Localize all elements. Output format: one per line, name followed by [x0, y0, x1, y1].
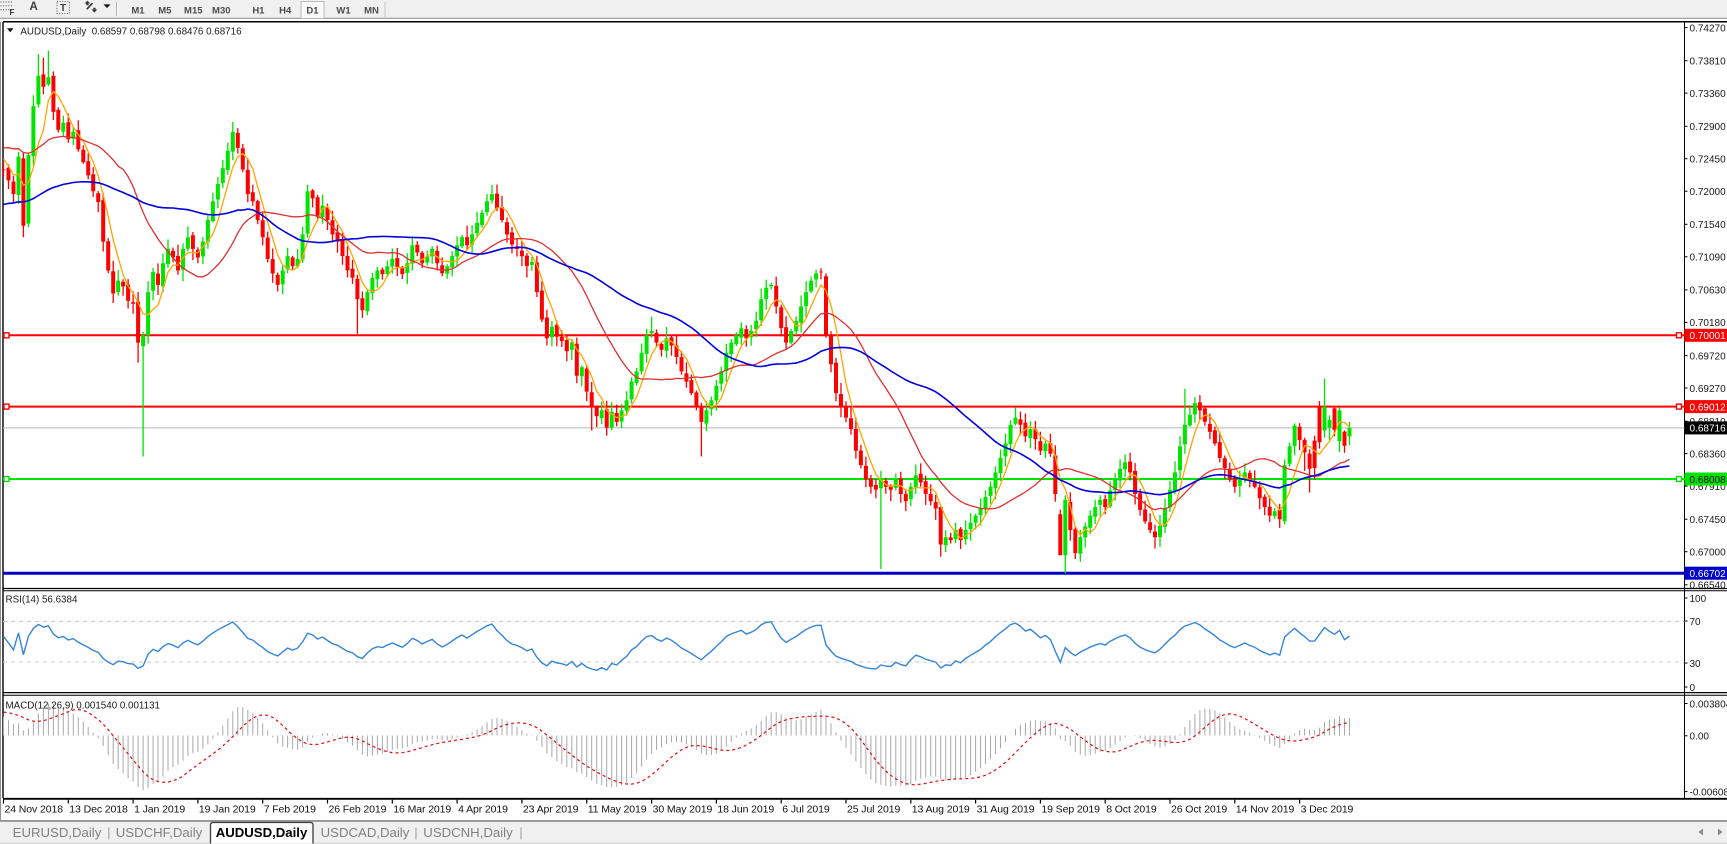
svg-text:31 Aug 2019: 31 Aug 2019 — [977, 804, 1035, 816]
svg-text:F: F — [10, 8, 15, 17]
svg-text:0.72450: 0.72450 — [1690, 155, 1727, 166]
svg-text:30: 30 — [1690, 659, 1702, 670]
svg-text:|: | — [414, 825, 417, 840]
svg-text:6 Jul 2019: 6 Jul 2019 — [782, 804, 830, 816]
svg-text:23 Apr 2019: 23 Apr 2019 — [523, 804, 579, 816]
svg-text:M1: M1 — [131, 6, 145, 17]
svg-text:M15: M15 — [184, 6, 203, 17]
svg-text:H4: H4 — [279, 6, 292, 17]
svg-text:W1: W1 — [336, 6, 351, 17]
svg-text:0.67450: 0.67450 — [1690, 515, 1727, 526]
svg-text:13 Aug 2019: 13 Aug 2019 — [912, 804, 970, 816]
svg-text:M5: M5 — [158, 6, 172, 17]
svg-text:|: | — [519, 825, 522, 840]
svg-text:26 Oct 2019: 26 Oct 2019 — [1171, 804, 1227, 816]
svg-text:USDCNH,Daily: USDCNH,Daily — [423, 825, 513, 840]
svg-text:-0.006087: -0.006087 — [1690, 787, 1727, 798]
svg-text:0.68360: 0.68360 — [1690, 449, 1727, 460]
svg-text:0.68716: 0.68716 — [1690, 424, 1727, 435]
svg-text:7 Feb 2019: 7 Feb 2019 — [264, 804, 316, 816]
svg-text:USDCAD,Daily: USDCAD,Daily — [321, 825, 410, 840]
svg-text:0.72000: 0.72000 — [1690, 187, 1727, 198]
svg-text:0: 0 — [1690, 683, 1696, 694]
svg-text:26 Feb 2019: 26 Feb 2019 — [329, 804, 387, 816]
svg-text:0.68008: 0.68008 — [1690, 475, 1727, 486]
svg-text:0.69012: 0.69012 — [1690, 402, 1727, 413]
svg-text:A: A — [30, 1, 38, 13]
svg-text:MN: MN — [364, 6, 379, 17]
svg-text:M30: M30 — [212, 6, 230, 17]
svg-text:0.66540: 0.66540 — [1690, 581, 1727, 592]
svg-text:0.74270: 0.74270 — [1690, 23, 1727, 34]
svg-text:0.73360: 0.73360 — [1690, 89, 1727, 100]
svg-text:11 May 2019: 11 May 2019 — [588, 804, 647, 816]
svg-text:0.69270: 0.69270 — [1690, 384, 1727, 395]
svg-text:0.70180: 0.70180 — [1690, 318, 1727, 329]
svg-text:0.73810: 0.73810 — [1690, 57, 1727, 68]
svg-text:AUDUSD,Daily 0.68597 0.68798: AUDUSD,Daily 0.68597 0.68798 0.68476 0.6… — [20, 27, 242, 38]
svg-text:0.00: 0.00 — [1690, 732, 1710, 743]
svg-text:0.67000: 0.67000 — [1690, 548, 1727, 559]
svg-text:0.70630: 0.70630 — [1690, 286, 1727, 297]
svg-text:T: T — [60, 3, 66, 14]
svg-text:EURUSD,Daily: EURUSD,Daily — [13, 825, 102, 840]
svg-text:USDCHF,Daily: USDCHF,Daily — [116, 825, 203, 840]
svg-text:0.70001: 0.70001 — [1690, 331, 1727, 342]
svg-text:1 Jan 2019: 1 Jan 2019 — [134, 804, 185, 816]
svg-text:|: | — [107, 825, 110, 840]
svg-text:30 May 2019: 30 May 2019 — [653, 804, 713, 816]
svg-text:8 Oct 2019: 8 Oct 2019 — [1106, 804, 1157, 816]
svg-text:AUDUSD,Daily: AUDUSD,Daily — [216, 825, 308, 840]
svg-text:14 Nov 2019: 14 Nov 2019 — [1236, 804, 1295, 816]
svg-text:D1: D1 — [306, 6, 319, 17]
svg-text:70: 70 — [1690, 617, 1702, 628]
svg-text:MACD(12,26,9) 0.001540 0.00113: MACD(12,26,9) 0.001540 0.001131 — [6, 701, 161, 712]
svg-text:18 Jun 2019: 18 Jun 2019 — [717, 804, 774, 816]
svg-text:3 Dec 2019: 3 Dec 2019 — [1301, 804, 1354, 816]
svg-text:0.66702: 0.66702 — [1690, 569, 1727, 580]
svg-text:24 Nov 2018: 24 Nov 2018 — [5, 804, 64, 816]
svg-text:25 Jul 2019: 25 Jul 2019 — [847, 804, 900, 816]
svg-text:13 Dec 2018: 13 Dec 2018 — [69, 804, 128, 816]
svg-text:19 Sep 2019: 19 Sep 2019 — [1041, 804, 1100, 816]
svg-text:100: 100 — [1690, 594, 1707, 605]
svg-text:16 Mar 2019: 16 Mar 2019 — [393, 804, 451, 816]
svg-text:0.67910: 0.67910 — [1690, 482, 1727, 493]
svg-text:RSI(14) 56.6384: RSI(14) 56.6384 — [6, 595, 78, 606]
svg-text:0.003804: 0.003804 — [1690, 699, 1727, 710]
svg-text:0.71540: 0.71540 — [1690, 220, 1727, 231]
svg-text:H1: H1 — [252, 6, 265, 17]
svg-text:0.69720: 0.69720 — [1690, 351, 1727, 362]
svg-text:19 Jan 2019: 19 Jan 2019 — [199, 804, 256, 816]
svg-text:0.71090: 0.71090 — [1690, 253, 1727, 264]
svg-text:4 Apr 2019: 4 Apr 2019 — [458, 804, 508, 816]
svg-text:0.72900: 0.72900 — [1690, 122, 1727, 133]
